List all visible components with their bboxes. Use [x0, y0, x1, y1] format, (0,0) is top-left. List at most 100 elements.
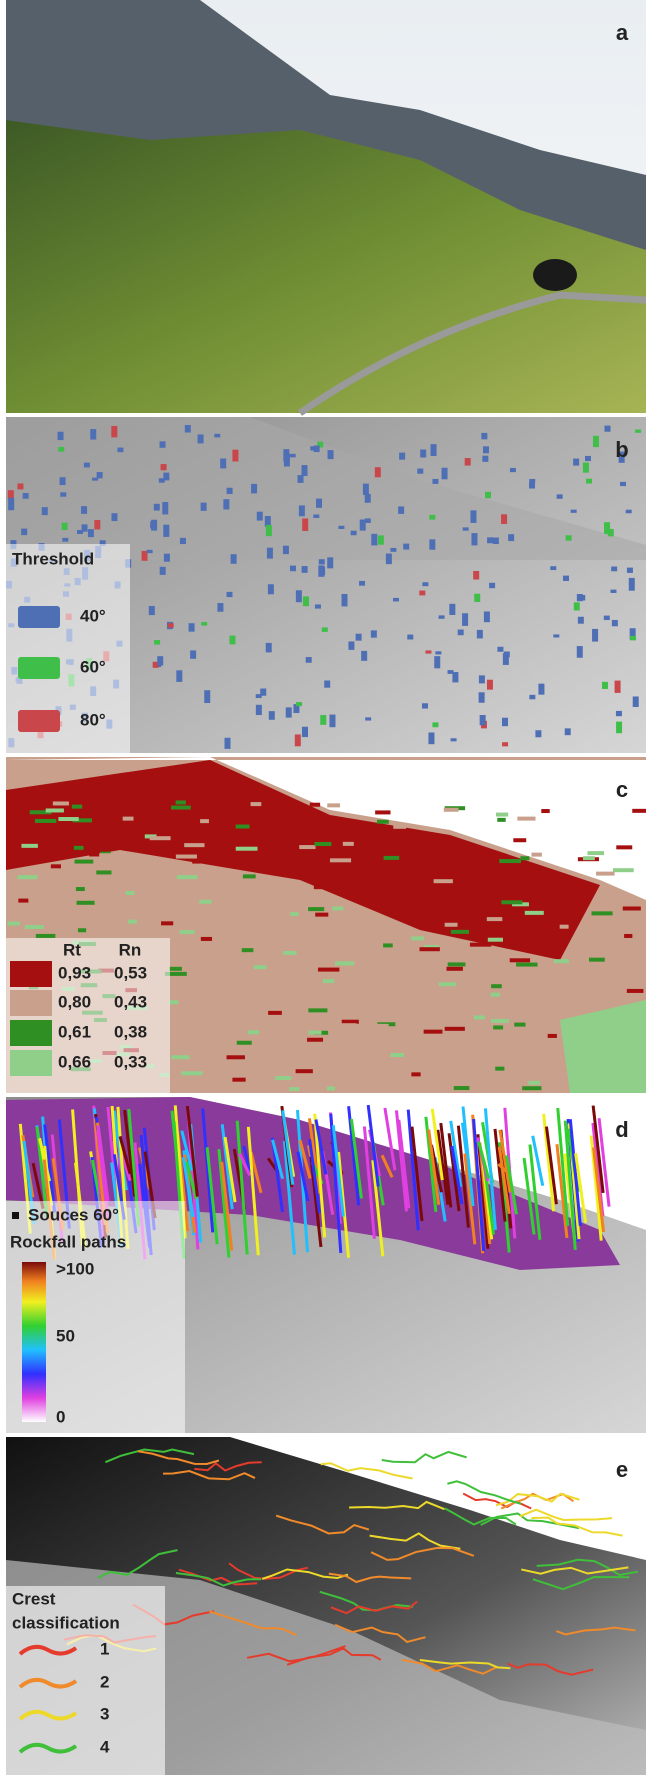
- patch: [318, 968, 339, 972]
- patch: [171, 1055, 189, 1059]
- patch: [154, 504, 160, 511]
- patch: [425, 650, 431, 653]
- patch: [163, 525, 169, 537]
- patch: [383, 943, 393, 947]
- patch: [616, 711, 622, 716]
- patch: [332, 906, 343, 910]
- patch: [42, 507, 48, 515]
- patch: [46, 808, 64, 812]
- patch: [402, 1041, 418, 1045]
- patch: [81, 506, 87, 514]
- patch: [604, 426, 610, 432]
- patch: [36, 934, 56, 938]
- patch: [111, 513, 117, 521]
- patch: [525, 911, 544, 915]
- patch: [179, 909, 194, 913]
- patch: [266, 643, 272, 652]
- patch: [479, 692, 485, 702]
- patch: [487, 680, 493, 690]
- legend-title: Threshold: [12, 549, 94, 568]
- patch: [160, 441, 166, 448]
- patch: [529, 695, 535, 699]
- legend-swatch: [10, 1020, 52, 1046]
- patch: [35, 819, 56, 823]
- patch: [435, 651, 441, 654]
- patch: [489, 583, 495, 588]
- patch: [488, 938, 503, 942]
- patch: [90, 429, 96, 439]
- patch: [310, 803, 320, 807]
- source-marker: [12, 1212, 19, 1219]
- patch: [503, 653, 509, 665]
- patch: [583, 463, 589, 473]
- legend-title: Crest: [12, 1589, 56, 1608]
- patch: [434, 879, 453, 883]
- patch: [593, 993, 601, 997]
- patch: [99, 853, 118, 857]
- patch: [117, 448, 123, 453]
- patch: [439, 982, 456, 986]
- patch: [171, 806, 191, 810]
- panel-label: a: [616, 20, 629, 45]
- patch: [445, 923, 458, 927]
- legend-cell: 0,80: [58, 992, 91, 1011]
- patch: [583, 856, 595, 860]
- patch: [123, 817, 134, 821]
- patch: [442, 468, 448, 480]
- patch: [160, 567, 166, 575]
- patch: [528, 973, 546, 977]
- patch: [429, 539, 435, 549]
- patch: [254, 965, 267, 969]
- patch: [301, 1075, 314, 1079]
- patch: [462, 613, 468, 626]
- patch: [302, 566, 308, 573]
- patch: [432, 479, 438, 484]
- patch: [604, 616, 610, 620]
- patch: [75, 860, 94, 864]
- panel-label: d: [615, 1117, 628, 1142]
- patch: [545, 1064, 564, 1068]
- patch: [593, 436, 599, 447]
- patch: [296, 1069, 313, 1073]
- legend-title: Rockfall paths: [10, 1232, 126, 1251]
- patch: [493, 1025, 503, 1029]
- panel-e: [6, 1437, 646, 1775]
- patch: [282, 930, 296, 934]
- patch: [429, 515, 435, 520]
- patch: [557, 494, 563, 498]
- patch: [176, 800, 186, 804]
- patch: [589, 958, 605, 962]
- patch: [327, 557, 333, 568]
- patch: [550, 566, 556, 570]
- patch: [501, 900, 522, 904]
- patch: [452, 672, 458, 682]
- patch: [251, 802, 262, 806]
- legend-swatch: [18, 606, 60, 628]
- patch: [266, 525, 272, 536]
- patch: [162, 932, 179, 936]
- legend-label: 60°: [80, 657, 106, 676]
- patch: [422, 1012, 432, 1016]
- patch: [613, 868, 634, 872]
- patch: [192, 860, 200, 864]
- patch: [190, 650, 196, 658]
- patch: [448, 962, 466, 966]
- patch: [407, 635, 413, 640]
- legend-label: 80°: [80, 710, 106, 729]
- patch: [237, 1041, 252, 1045]
- patch: [322, 627, 328, 631]
- patch: [592, 629, 598, 642]
- patch: [256, 705, 262, 715]
- patch: [502, 742, 508, 746]
- patch: [398, 506, 404, 513]
- legend-cell: 0,93: [58, 963, 91, 982]
- patch: [299, 505, 305, 516]
- patch: [415, 865, 437, 869]
- patch: [269, 711, 275, 720]
- patch: [77, 901, 95, 905]
- patch: [554, 959, 569, 963]
- legend-swatch: [18, 657, 60, 679]
- patch: [308, 1031, 321, 1035]
- patch: [217, 603, 223, 612]
- patch: [390, 548, 396, 552]
